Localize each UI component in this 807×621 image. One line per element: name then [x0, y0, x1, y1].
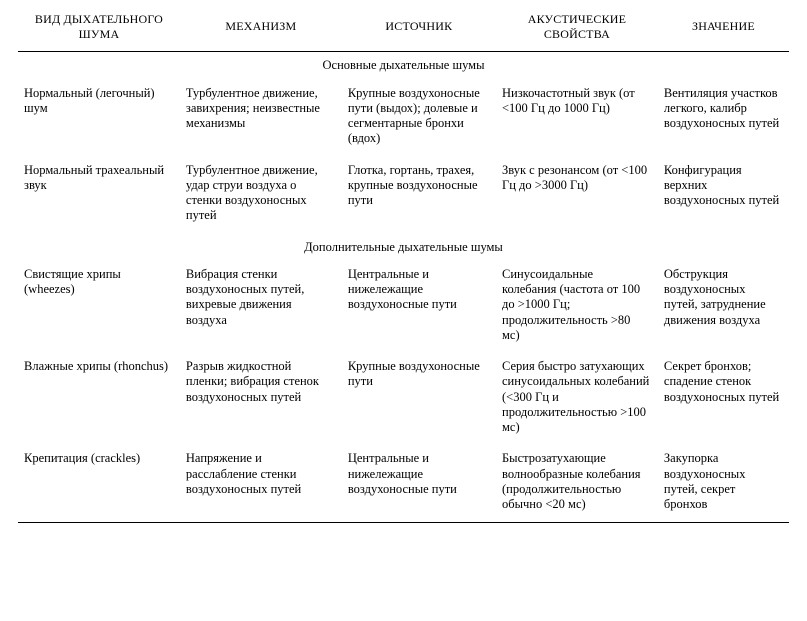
cell-type: Крепитация (crackles) — [18, 445, 180, 522]
cell-acoustic: Синусоидальные колебания (частота от 100… — [496, 261, 658, 353]
cell-type: Нормальный (легочный) шум — [18, 80, 180, 157]
cell-source: Глотка, гортань, трахея, крупные воздухо… — [342, 157, 496, 234]
table-row: Свистящие хрипы (wheezes) Вибрация стенк… — [18, 261, 789, 353]
page: ВИД ДЫХАТЕЛЬНОГО ШУМА МЕХАНИЗМ ИСТОЧНИК … — [0, 0, 807, 621]
col-header-source: ИСТОЧНИК — [342, 8, 496, 52]
cell-acoustic: Звук с резонансом (от <100 Гц до >3000 Г… — [496, 157, 658, 234]
cell-acoustic: Серия быстро затухающих синусоидальных к… — [496, 353, 658, 445]
cell-type: Свистящие хрипы (wheezes) — [18, 261, 180, 353]
cell-meaning: Закупорка воздухоносных путей, секрет бр… — [658, 445, 789, 522]
cell-acoustic: Низкочастотный звук (от <100 Гц до 1000 … — [496, 80, 658, 157]
table-row: Влажные хрипы (rhonchus) Разрыв жидкостн… — [18, 353, 789, 445]
table-row: Нормальный трахеальный звук Турбулентное… — [18, 157, 789, 234]
table-row: Крепитация (crackles) Напряжение и рассл… — [18, 445, 789, 522]
cell-mechanism: Напряжение и расслабление стенки воздухо… — [180, 445, 342, 522]
col-header-acoustic: АКУСТИЧЕСКИЕ СВОЙСТВА — [496, 8, 658, 52]
section-row-main: Основные дыхательные шумы — [18, 52, 789, 79]
section-row-extra: Дополнительные дыхательные шумы — [18, 234, 789, 261]
cell-meaning: Конфигурация верхних воздухоносных путей — [658, 157, 789, 234]
section-title-main: Основные дыхательные шумы — [18, 52, 789, 79]
col-header-meaning: ЗНАЧЕНИЕ — [658, 8, 789, 52]
table-row: Нормальный (легочный) шум Турбулентное д… — [18, 80, 789, 157]
table-head: ВИД ДЫХАТЕЛЬНОГО ШУМА МЕХАНИЗМ ИСТОЧНИК … — [18, 8, 789, 52]
cell-type: Нормальный трахеальный звук — [18, 157, 180, 234]
cell-source: Центральные и нижележащие воздухоносные … — [342, 261, 496, 353]
cell-meaning: Секрет бронхов; спадение стенок воздухон… — [658, 353, 789, 445]
cell-mechanism: Разрыв жидкостной пленки; вибрация стено… — [180, 353, 342, 445]
col-header-type: ВИД ДЫХАТЕЛЬНОГО ШУМА — [18, 8, 180, 52]
cell-acoustic: Быстрозатухающие волнообразные колебания… — [496, 445, 658, 522]
cell-meaning: Обструкция воздухоносных путей, затрудне… — [658, 261, 789, 353]
cell-mechanism: Турбулентное движение, удар струи воздух… — [180, 157, 342, 234]
col-header-mechanism: МЕХАНИЗМ — [180, 8, 342, 52]
cell-source: Крупные воздухоносные пути (выдох); доле… — [342, 80, 496, 157]
cell-mechanism: Турбулентное движение, завихрения; неизв… — [180, 80, 342, 157]
breath-sounds-table: ВИД ДЫХАТЕЛЬНОГО ШУМА МЕХАНИЗМ ИСТОЧНИК … — [18, 8, 789, 523]
cell-type: Влажные хрипы (rhonchus) — [18, 353, 180, 445]
section-title-extra: Дополнительные дыхательные шумы — [18, 234, 789, 261]
cell-mechanism: Вибрация стенки воздухоносных путей, вих… — [180, 261, 342, 353]
cell-source: Центральные и нижележащие воздухоносные … — [342, 445, 496, 522]
cell-meaning: Вентиляция участков легкого, калибр возд… — [658, 80, 789, 157]
cell-source: Крупные воздухоносные пути — [342, 353, 496, 445]
